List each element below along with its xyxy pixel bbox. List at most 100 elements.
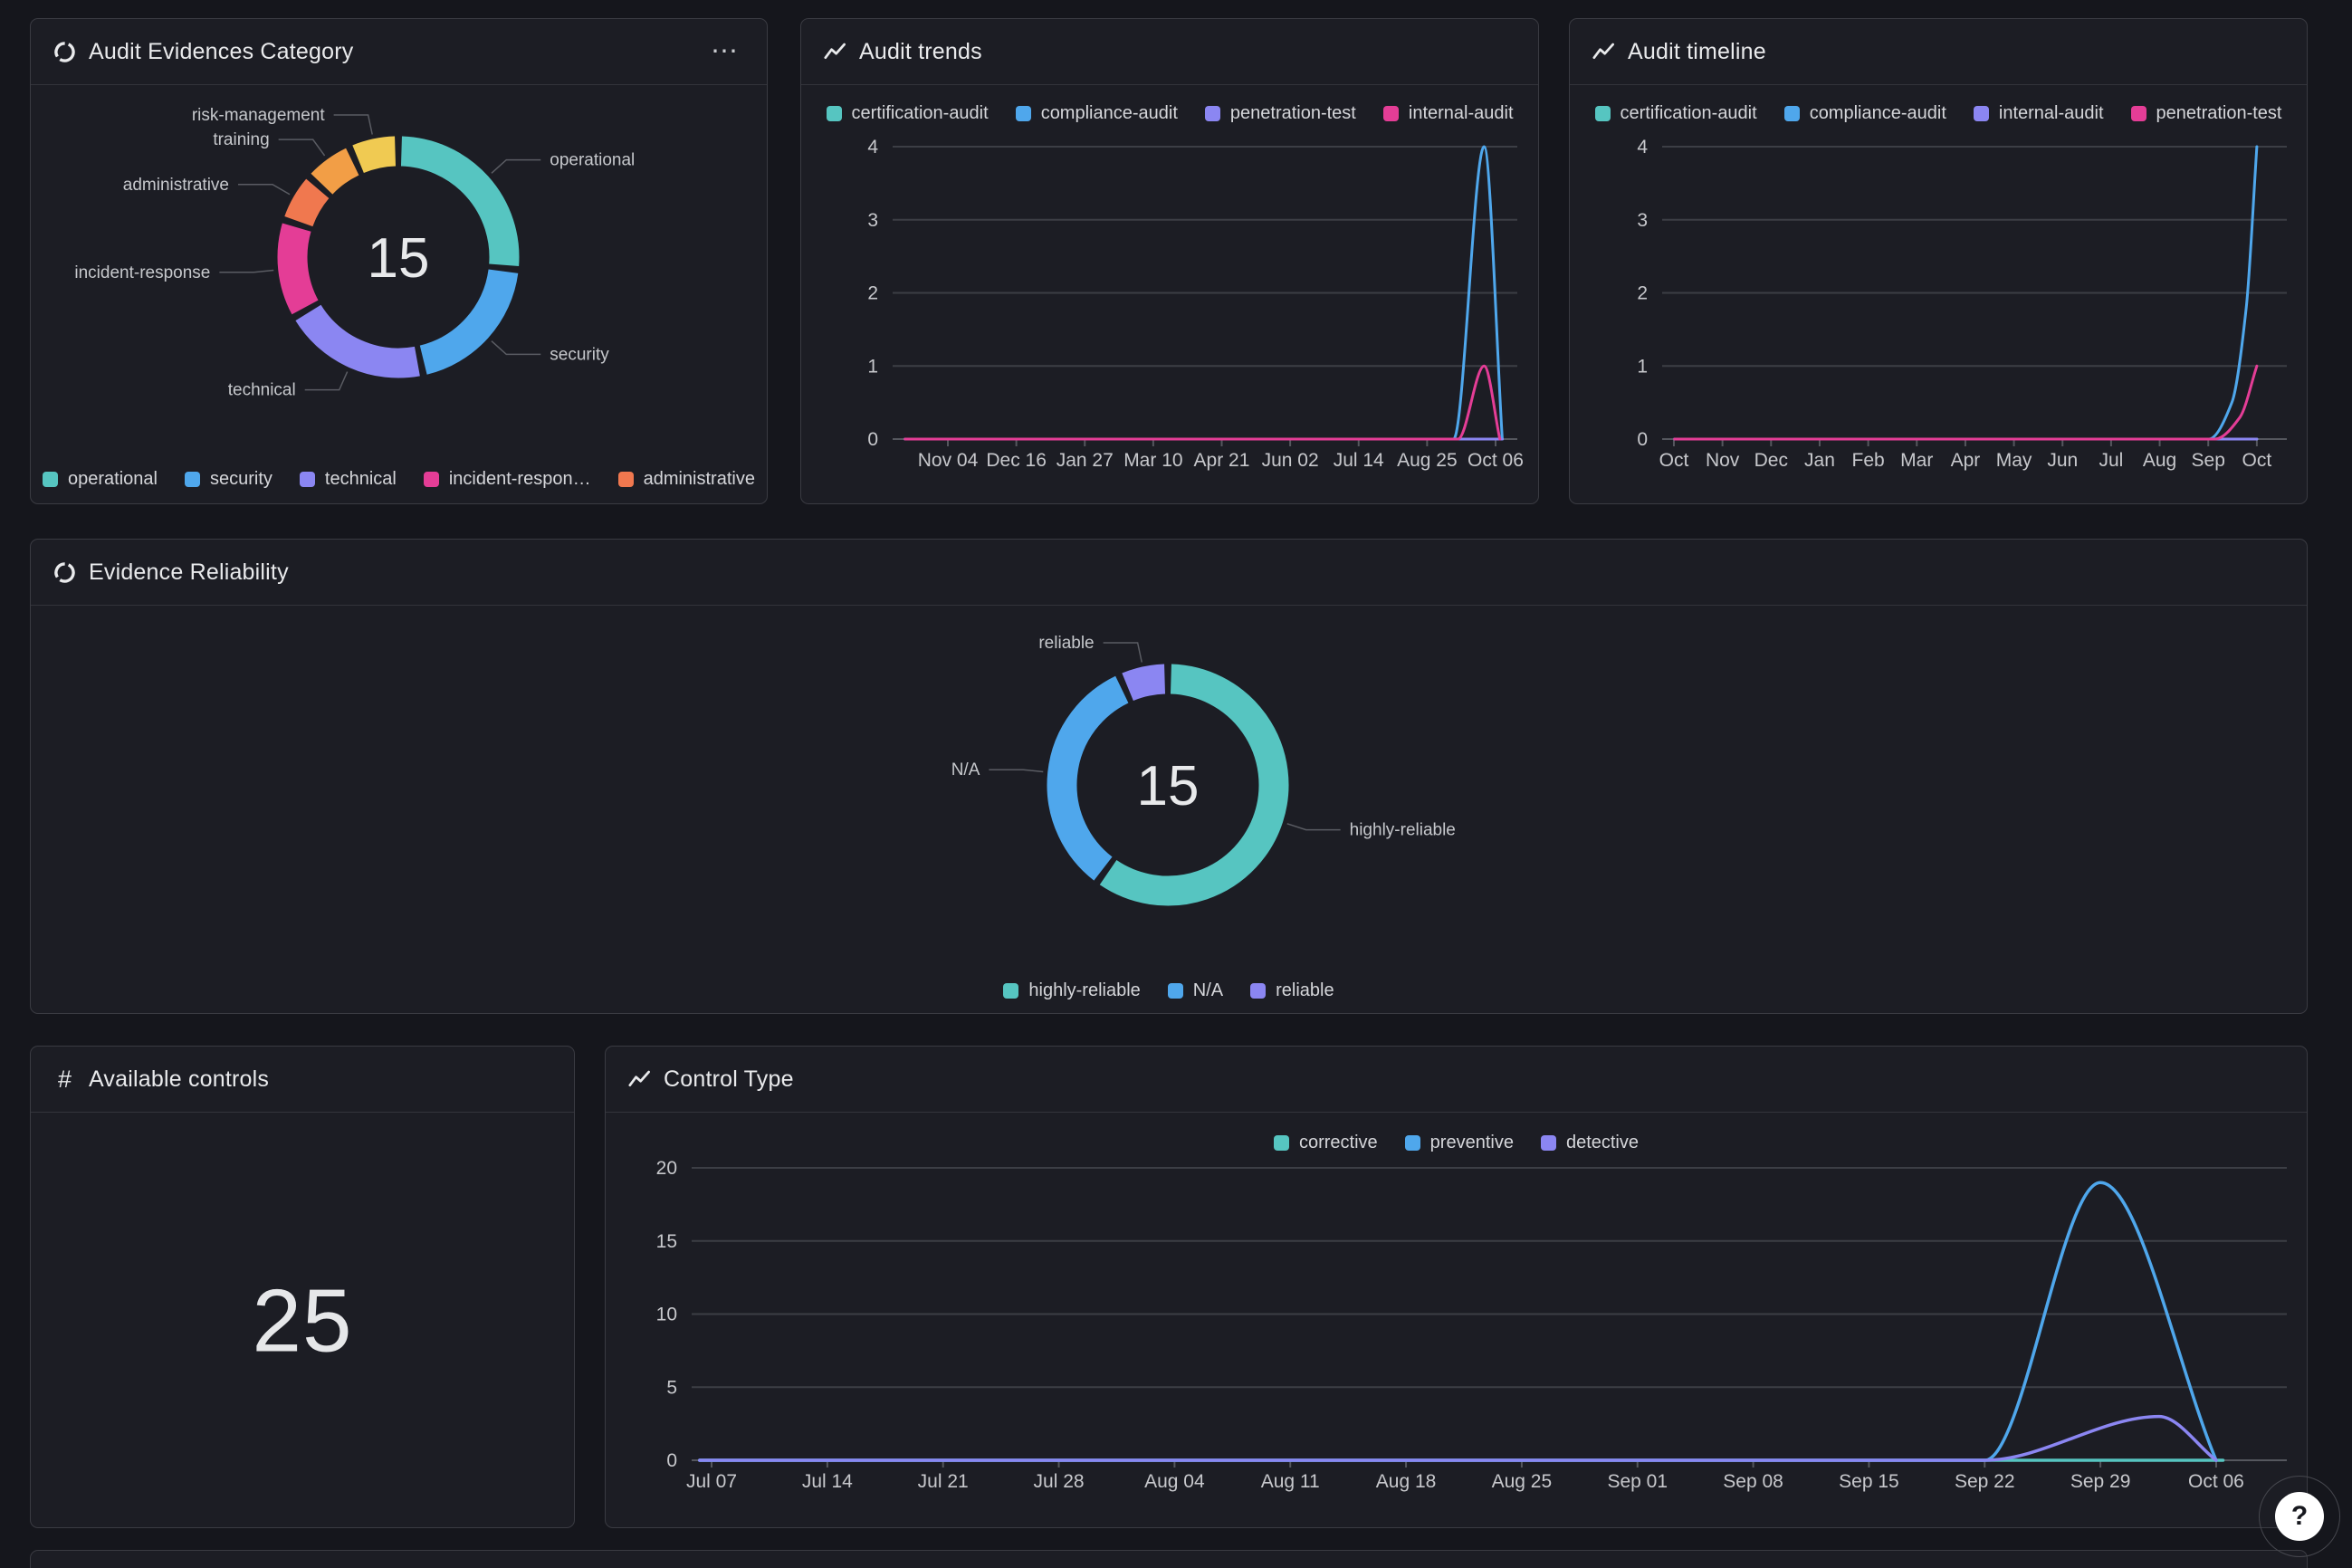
series-line-penetration-test [1673, 364, 2259, 441]
legend-item-operational[interactable]: operational [43, 469, 158, 490]
help-button[interactable]: ? [2275, 1492, 2324, 1541]
x-tick-label: Jul [2099, 450, 2123, 471]
x-tick-label: Jul 21 [918, 1471, 969, 1492]
legend-item-reliable[interactable]: reliable [1250, 980, 1334, 1001]
legend-label: compliance-audit [1040, 103, 1178, 123]
callout-label-training: training [213, 130, 269, 149]
callout-label-technical: technical [228, 381, 296, 400]
legend-item-incident-respon…[interactable]: incident-respon… [423, 469, 591, 490]
legend-swatch [1015, 106, 1031, 121]
y-tick-label: 4 [867, 137, 878, 158]
legend-item-penetration-test[interactable]: penetration-test [2130, 103, 2282, 124]
panel-body: 25 [31, 1113, 574, 1528]
y-tick-label: 2 [867, 283, 878, 304]
control-type-legend: corrective preventive detective [606, 1133, 2307, 1153]
legend-item-penetration-test[interactable]: penetration-test [1204, 103, 1356, 124]
callout-label-administrative: administrative [123, 176, 229, 195]
legend-item-N/A[interactable]: N/A [1167, 980, 1224, 1001]
y-tick-label: 0 [867, 429, 878, 450]
callout-line [278, 139, 326, 157]
donut-segment-administrative[interactable] [284, 178, 330, 227]
y-tick-label: 0 [666, 1450, 677, 1471]
y-tick-label: 4 [1637, 137, 1648, 158]
legend-item-detective[interactable]: detective [1540, 1133, 1639, 1153]
legend-item-technical[interactable]: technical [299, 469, 397, 490]
x-tick-label: Feb [1852, 450, 1885, 471]
timeline-legend: certification-audit compliance-audit inter… [1570, 103, 2307, 124]
legend-item-administrative[interactable]: administrative [617, 469, 755, 490]
legend-swatch [1003, 983, 1019, 999]
legend-label: corrective [1298, 1133, 1378, 1152]
x-tick-label: Aug [2143, 450, 2176, 471]
panel-body: corrective preventive detective 20 15 10 5 0 Ju… [606, 1113, 2307, 1528]
callout-line [491, 340, 541, 356]
donut-segment-security[interactable] [419, 268, 519, 375]
legend-label: internal-audit [1408, 103, 1514, 123]
legend-item-internal-audit[interactable]: internal-audit [1973, 103, 2104, 124]
help-button-ring [2259, 1476, 2340, 1557]
panel-menu-button[interactable]: ⋯ [711, 36, 740, 66]
legend-item-security[interactable]: security [184, 469, 272, 490]
donut-total-value: 15 [1137, 755, 1200, 817]
legend-item-certification-audit[interactable]: certification-audit [1594, 103, 1757, 124]
reliability-legend: highly-reliable N/A reliable [31, 980, 2307, 1001]
category-donut-chart: operational security technical incident-res… [74, 106, 635, 400]
legend-item-internal-audit[interactable]: internal-audit [1382, 103, 1514, 124]
legend-swatch [184, 472, 200, 487]
control-type-line-chart: 20 15 10 5 0 Jul 07 Jul 14 Jul 21 Jul 28 Aug 04 Au… [656, 1158, 2287, 1492]
trend-line-icon [823, 40, 847, 64]
donut-segment-risk-management[interactable] [352, 136, 397, 174]
legend-swatch [2130, 106, 2146, 121]
legend-item-compliance-audit[interactable]: compliance-audit [1015, 103, 1178, 124]
panel-title: Available controls [89, 1066, 270, 1092]
x-tick-label: Mar [1900, 450, 1933, 471]
panel-header: Audit timeline [1570, 19, 2307, 85]
panel-header: Control Type [606, 1047, 2307, 1113]
legend-label: N/A [1192, 980, 1224, 1000]
panel-evidence-reliability: Evidence Reliability highly-reliable N/A r… [30, 539, 2308, 1014]
legend-swatch [1973, 106, 1989, 121]
donut-segment-highly-reliable[interactable] [1099, 664, 1289, 906]
legend-item-compliance-audit[interactable]: compliance-audit [1783, 103, 1946, 124]
callout-label-reliable: reliable [1038, 634, 1094, 653]
callout-label-incident-response: incident-response [74, 263, 210, 282]
legend-swatch [1783, 106, 1800, 121]
y-tick-label: 3 [867, 210, 878, 231]
y-tick-label: 0 [1637, 429, 1648, 450]
legend-label: operational [68, 469, 158, 489]
legend-item-certification-audit[interactable]: certification-audit [826, 103, 989, 124]
series-line-internal-audit [904, 364, 1502, 441]
series-line-preventive [698, 1181, 2218, 1462]
x-tick-label: Jul 14 [1334, 450, 1384, 471]
donut-segment-N/A[interactable] [1047, 675, 1129, 881]
legend-item-highly-reliable[interactable]: highly-reliable [1003, 980, 1141, 1001]
callout-label-N/A: N/A [951, 760, 980, 779]
x-tick-label: Oct 06 [1468, 450, 1524, 471]
donut-segment-technical[interactable] [295, 304, 420, 378]
legend-swatch [1167, 983, 1183, 999]
x-tick-label: Jul 14 [802, 1471, 853, 1492]
donut-segment-training[interactable] [311, 148, 359, 195]
panel-title: Evidence Reliability [89, 559, 289, 585]
y-tick-label: 10 [656, 1305, 677, 1325]
panel-title: Control Type [664, 1066, 794, 1092]
legend-swatch [1594, 106, 1611, 121]
legend-label: internal-audit [1998, 103, 2104, 123]
x-tick-label: Oct 06 [2188, 1471, 2244, 1492]
x-tick-label: Dec 16 [986, 450, 1047, 471]
panel-body: highly-reliable N/A reliable 15 highly-reli… [31, 606, 2307, 1014]
donut-segment-reliable[interactable] [1122, 664, 1166, 702]
legend-item-corrective[interactable]: corrective [1273, 1133, 1378, 1153]
donut-segment-operational[interactable] [400, 136, 520, 266]
panel-header: Audit trends [801, 19, 1538, 85]
category-legend: operational security technical incident-res… [31, 469, 767, 490]
legend-label: incident-respon… [448, 469, 591, 489]
donut-segment-incident-response[interactable] [277, 223, 319, 315]
x-tick-label: Nov [1706, 450, 1740, 471]
panel-title: Audit Evidences Category [89, 38, 354, 64]
callout-line [1286, 823, 1341, 831]
legend-item-preventive[interactable]: preventive [1404, 1133, 1514, 1153]
x-tick-label: Jul 07 [686, 1471, 737, 1492]
legend-swatch [1250, 983, 1267, 999]
